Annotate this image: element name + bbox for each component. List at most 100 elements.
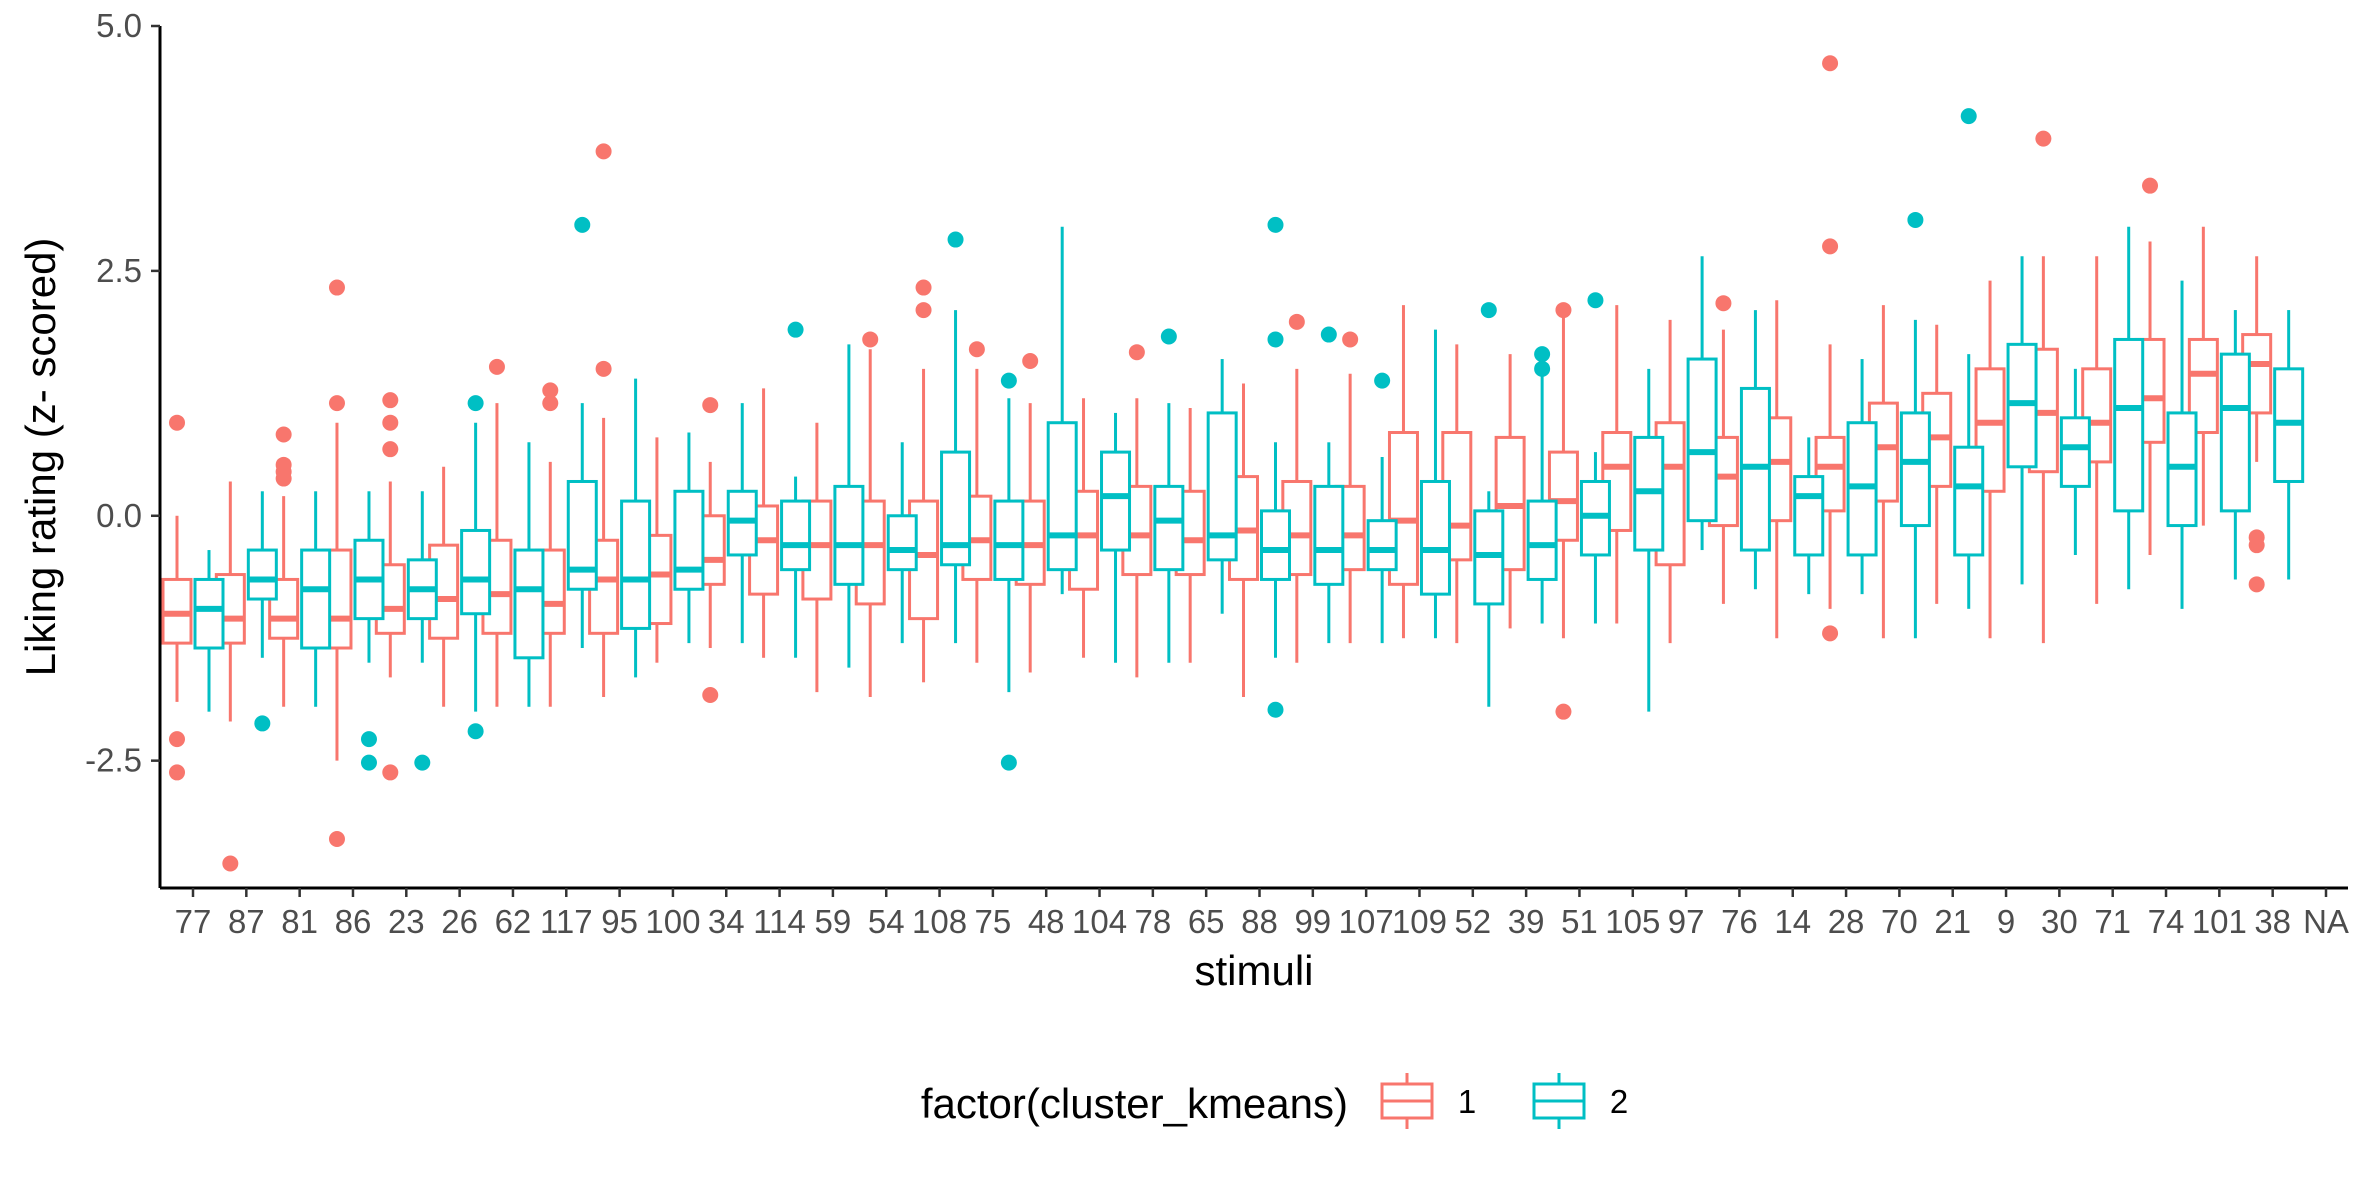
x-tick-label: 26 — [441, 903, 478, 940]
box-2-104 — [1100, 412, 1132, 663]
outlier-point — [595, 143, 612, 160]
outlier-point — [595, 360, 612, 377]
box-2-78 — [1153, 328, 1185, 663]
x-tick-label: 87 — [228, 903, 265, 940]
box-2-114 — [780, 321, 812, 658]
outlier-point — [1000, 754, 1017, 771]
outlier-point — [2035, 130, 2052, 147]
outlier-point — [1534, 360, 1551, 377]
outlier-point — [328, 831, 345, 848]
box-body — [1366, 519, 1398, 572]
box-body — [1686, 357, 1718, 523]
outlier-point — [1822, 625, 1839, 642]
y-tick-label: -2.5 — [85, 742, 142, 779]
box-2-39 — [1526, 346, 1558, 624]
x-tick-label: 88 — [1241, 903, 1278, 940]
outlier-point — [574, 216, 591, 233]
x-tick-label: 52 — [1454, 903, 1491, 940]
box-2-108 — [940, 231, 972, 644]
box-body — [1953, 445, 1985, 557]
box-body — [193, 577, 225, 650]
outlier-point — [702, 397, 719, 414]
outlier-point — [382, 441, 399, 458]
outlier-point — [1342, 331, 1359, 348]
x-tick-label: 78 — [1134, 903, 1171, 940]
box-2-101 — [2219, 310, 2251, 580]
box-1-95 — [588, 143, 620, 697]
x-tick-label: 59 — [815, 903, 852, 940]
box-2-86 — [353, 491, 385, 771]
box-2-34 — [726, 403, 758, 644]
x-tick-label: 62 — [495, 903, 532, 940]
outlier-point — [275, 470, 292, 487]
box-1-99 — [1281, 313, 1313, 663]
box-2-54 — [886, 442, 918, 644]
y-tick-label: 2.5 — [96, 252, 142, 289]
x-tick-label: NA — [2303, 903, 2349, 940]
plot-marks — [161, 55, 2305, 872]
outlier-point — [222, 855, 239, 872]
x-tick-label: 95 — [601, 903, 638, 940]
outlier-point — [1000, 372, 1017, 389]
outlier-point — [328, 395, 345, 412]
x-tick-label: 100 — [645, 903, 700, 940]
x-tick-label: 9 — [1997, 903, 2015, 940]
box-2-95 — [620, 378, 652, 678]
box-1-87 — [214, 481, 246, 872]
x-tick-label: 76 — [1721, 903, 1758, 940]
outlier-point — [1288, 313, 1305, 330]
outlier-point — [488, 358, 505, 375]
x-tick-label: 99 — [1294, 903, 1331, 940]
box-body — [1153, 484, 1185, 572]
series-2 — [193, 108, 2305, 771]
outlier-point — [1715, 295, 1732, 312]
x-tick-label: 71 — [2094, 903, 2131, 940]
x-tick-label: 39 — [1508, 903, 1545, 940]
outlier-point — [382, 414, 399, 431]
box-1-105 — [1601, 305, 1633, 624]
outlier-point — [1822, 55, 1839, 72]
outlier-point — [169, 764, 185, 781]
box-2-14 — [1793, 437, 1825, 595]
box-body — [2059, 416, 2091, 488]
box-1-77 — [161, 414, 193, 781]
box-body — [1793, 475, 1825, 557]
outlier-point — [702, 687, 719, 704]
x-tick-label: 86 — [335, 903, 372, 940]
x-tick-label: 97 — [1668, 903, 1705, 940]
x-tick-label: 54 — [868, 903, 905, 940]
x-tick-label: 48 — [1028, 903, 1065, 940]
box-body — [246, 548, 278, 601]
box-2-76 — [1739, 310, 1771, 590]
box-body — [2241, 333, 2273, 415]
box-body — [993, 499, 1025, 581]
box-body — [2219, 352, 2251, 513]
outlier-point — [542, 395, 559, 412]
x-tick-label: 30 — [2041, 903, 2078, 940]
box-2-74 — [2166, 280, 2198, 609]
outlier-point — [1587, 292, 1604, 309]
outlier-point — [382, 764, 399, 781]
box-1-23 — [374, 392, 406, 781]
outlier-point — [1267, 216, 1284, 233]
x-tick-label: 14 — [1774, 903, 1811, 940]
x-tick-label: 23 — [388, 903, 425, 940]
x-tick-label: 101 — [2192, 903, 2247, 940]
outlier-point — [328, 279, 345, 296]
y-tick-label: 5.0 — [96, 7, 142, 44]
x-tick-label: 38 — [2254, 903, 2291, 940]
x-tick-label: 65 — [1188, 903, 1225, 940]
x-tick-label: 28 — [1828, 903, 1865, 940]
box-body — [300, 548, 332, 650]
x-tick-label: 117 — [540, 903, 593, 940]
legend-title: factor(cluster_kmeans) — [921, 1080, 1348, 1127]
box-body — [1260, 509, 1291, 581]
box-body — [374, 563, 406, 635]
x-tick-label: 77 — [175, 903, 212, 940]
outlier-point — [1907, 211, 1924, 228]
box-body — [1046, 421, 1078, 572]
box-2-28 — [1846, 359, 1878, 595]
outlier-point — [1374, 372, 1391, 389]
outlier-point — [1022, 353, 1039, 370]
